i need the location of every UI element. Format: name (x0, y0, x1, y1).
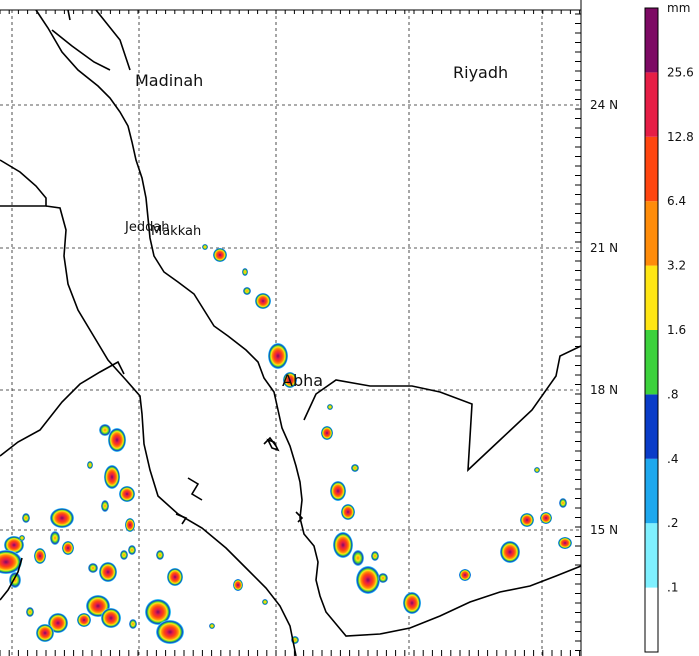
rain-cell (333, 532, 353, 558)
rain-cell (99, 424, 111, 436)
rain-cell (167, 568, 183, 586)
rain-cell (0, 550, 22, 574)
lat-label-18n: 18 N (590, 383, 618, 397)
rain-cell (34, 548, 46, 564)
city-riyadh: Riyadh (453, 63, 508, 82)
city-abha: Abha (282, 371, 323, 390)
colorbar-swatch (645, 587, 658, 652)
rain-cell (129, 619, 137, 629)
colorbar-swatch (645, 8, 658, 73)
rain-cell (156, 550, 164, 560)
colorbar: mm .1 .2 .4 .8 1.6 3.2 6.4 12.8 25.6 (644, 1, 694, 653)
rain-cell (255, 293, 271, 309)
rain-cell (268, 343, 288, 369)
colorbar-level-label: .2 (667, 516, 678, 530)
rain-cell (50, 508, 74, 528)
rain-cell (99, 562, 117, 582)
rain-cell (128, 545, 136, 555)
rain-cell (26, 607, 34, 617)
plot-frame (0, 0, 582, 656)
rain-cell (125, 518, 135, 532)
rain-cell (558, 537, 572, 549)
rain-cell (534, 467, 540, 473)
lat-label-15n: 15 N (590, 523, 618, 537)
rain-cell (330, 481, 346, 501)
rain-cell (351, 464, 359, 472)
colorbar-swatch (645, 458, 658, 524)
lat-label-21n: 21 N (590, 241, 618, 255)
colorbar-level-label: 1.6 (667, 323, 686, 337)
rain-cell (48, 613, 68, 633)
rain-cell (559, 498, 567, 508)
grid-lines (0, 10, 581, 656)
rain-cell (156, 620, 184, 644)
rain-cell (540, 512, 552, 524)
city-makkah: Makkah (151, 224, 201, 239)
colorbar-level-label: 25.6 (667, 65, 694, 79)
rain-cell (88, 563, 98, 573)
rain-cell (356, 566, 380, 594)
rain-cell (403, 592, 421, 614)
rain-cell (341, 504, 355, 520)
rain-cell (500, 541, 520, 563)
rain-cell (101, 608, 121, 628)
rain-cell (213, 248, 227, 262)
city-jeddah: Jeddah (124, 220, 170, 235)
colorbar-level-label: .8 (667, 387, 678, 401)
tick-marks (0, 10, 581, 656)
lat-label-24n: 24 N (590, 98, 618, 112)
colorbar-swatch (645, 523, 658, 588)
colorbar-swatch (645, 265, 658, 330)
colorbar-swatch (645, 394, 658, 459)
colorbar-swatch (645, 72, 658, 137)
colorbar-level-label: .4 (667, 452, 678, 466)
rain-cell (262, 599, 268, 605)
rain-cell (120, 550, 128, 560)
rain-cell (520, 513, 534, 527)
rain-cell (104, 465, 120, 489)
colorbar-swatch (645, 201, 658, 266)
latitude-labels: 24 N 21 N 18 N 15 N (590, 98, 618, 537)
rain-cell (352, 550, 364, 566)
rain-cell (108, 428, 126, 452)
rain-cell (4, 536, 24, 554)
colorbar-frame (644, 7, 659, 653)
rain-cell (209, 623, 215, 629)
rain-cell (119, 486, 135, 502)
rain-cell (283, 372, 297, 388)
rain-cell (22, 513, 30, 523)
rain-cell (233, 579, 243, 591)
rain-cell (321, 426, 333, 440)
rain-cell (77, 613, 91, 627)
colorbar-level-label: .1 (667, 581, 678, 595)
colorbar-level-label: 12.8 (667, 130, 694, 144)
rain-cell (87, 461, 93, 469)
colorbar-level-label: 3.2 (667, 259, 686, 273)
city-madinah: Madinah (135, 71, 203, 90)
colorbar-swatch (645, 136, 658, 202)
coastlines-borders (0, 9, 581, 656)
colorbar-swatch (645, 330, 658, 395)
rain-cell (145, 599, 171, 625)
rain-cell (36, 624, 54, 642)
rain-cell (50, 531, 60, 545)
rain-cell (459, 569, 471, 581)
rain-cell (19, 535, 25, 541)
rain-cell (101, 500, 109, 512)
rain-cell (62, 541, 74, 555)
city-labels: Madinah Riyadh Jeddah Makkah Abha (124, 63, 508, 390)
rain-cell (371, 551, 379, 561)
rain-cells (0, 244, 572, 644)
rain-cell (243, 287, 251, 295)
rain-cell (327, 404, 333, 410)
rain-cell (378, 573, 388, 583)
colorbar-unit: mm (667, 1, 690, 15)
colorbar-level-label: 6.4 (667, 194, 686, 208)
rain-cell (242, 268, 248, 276)
rain-cell (202, 244, 208, 250)
